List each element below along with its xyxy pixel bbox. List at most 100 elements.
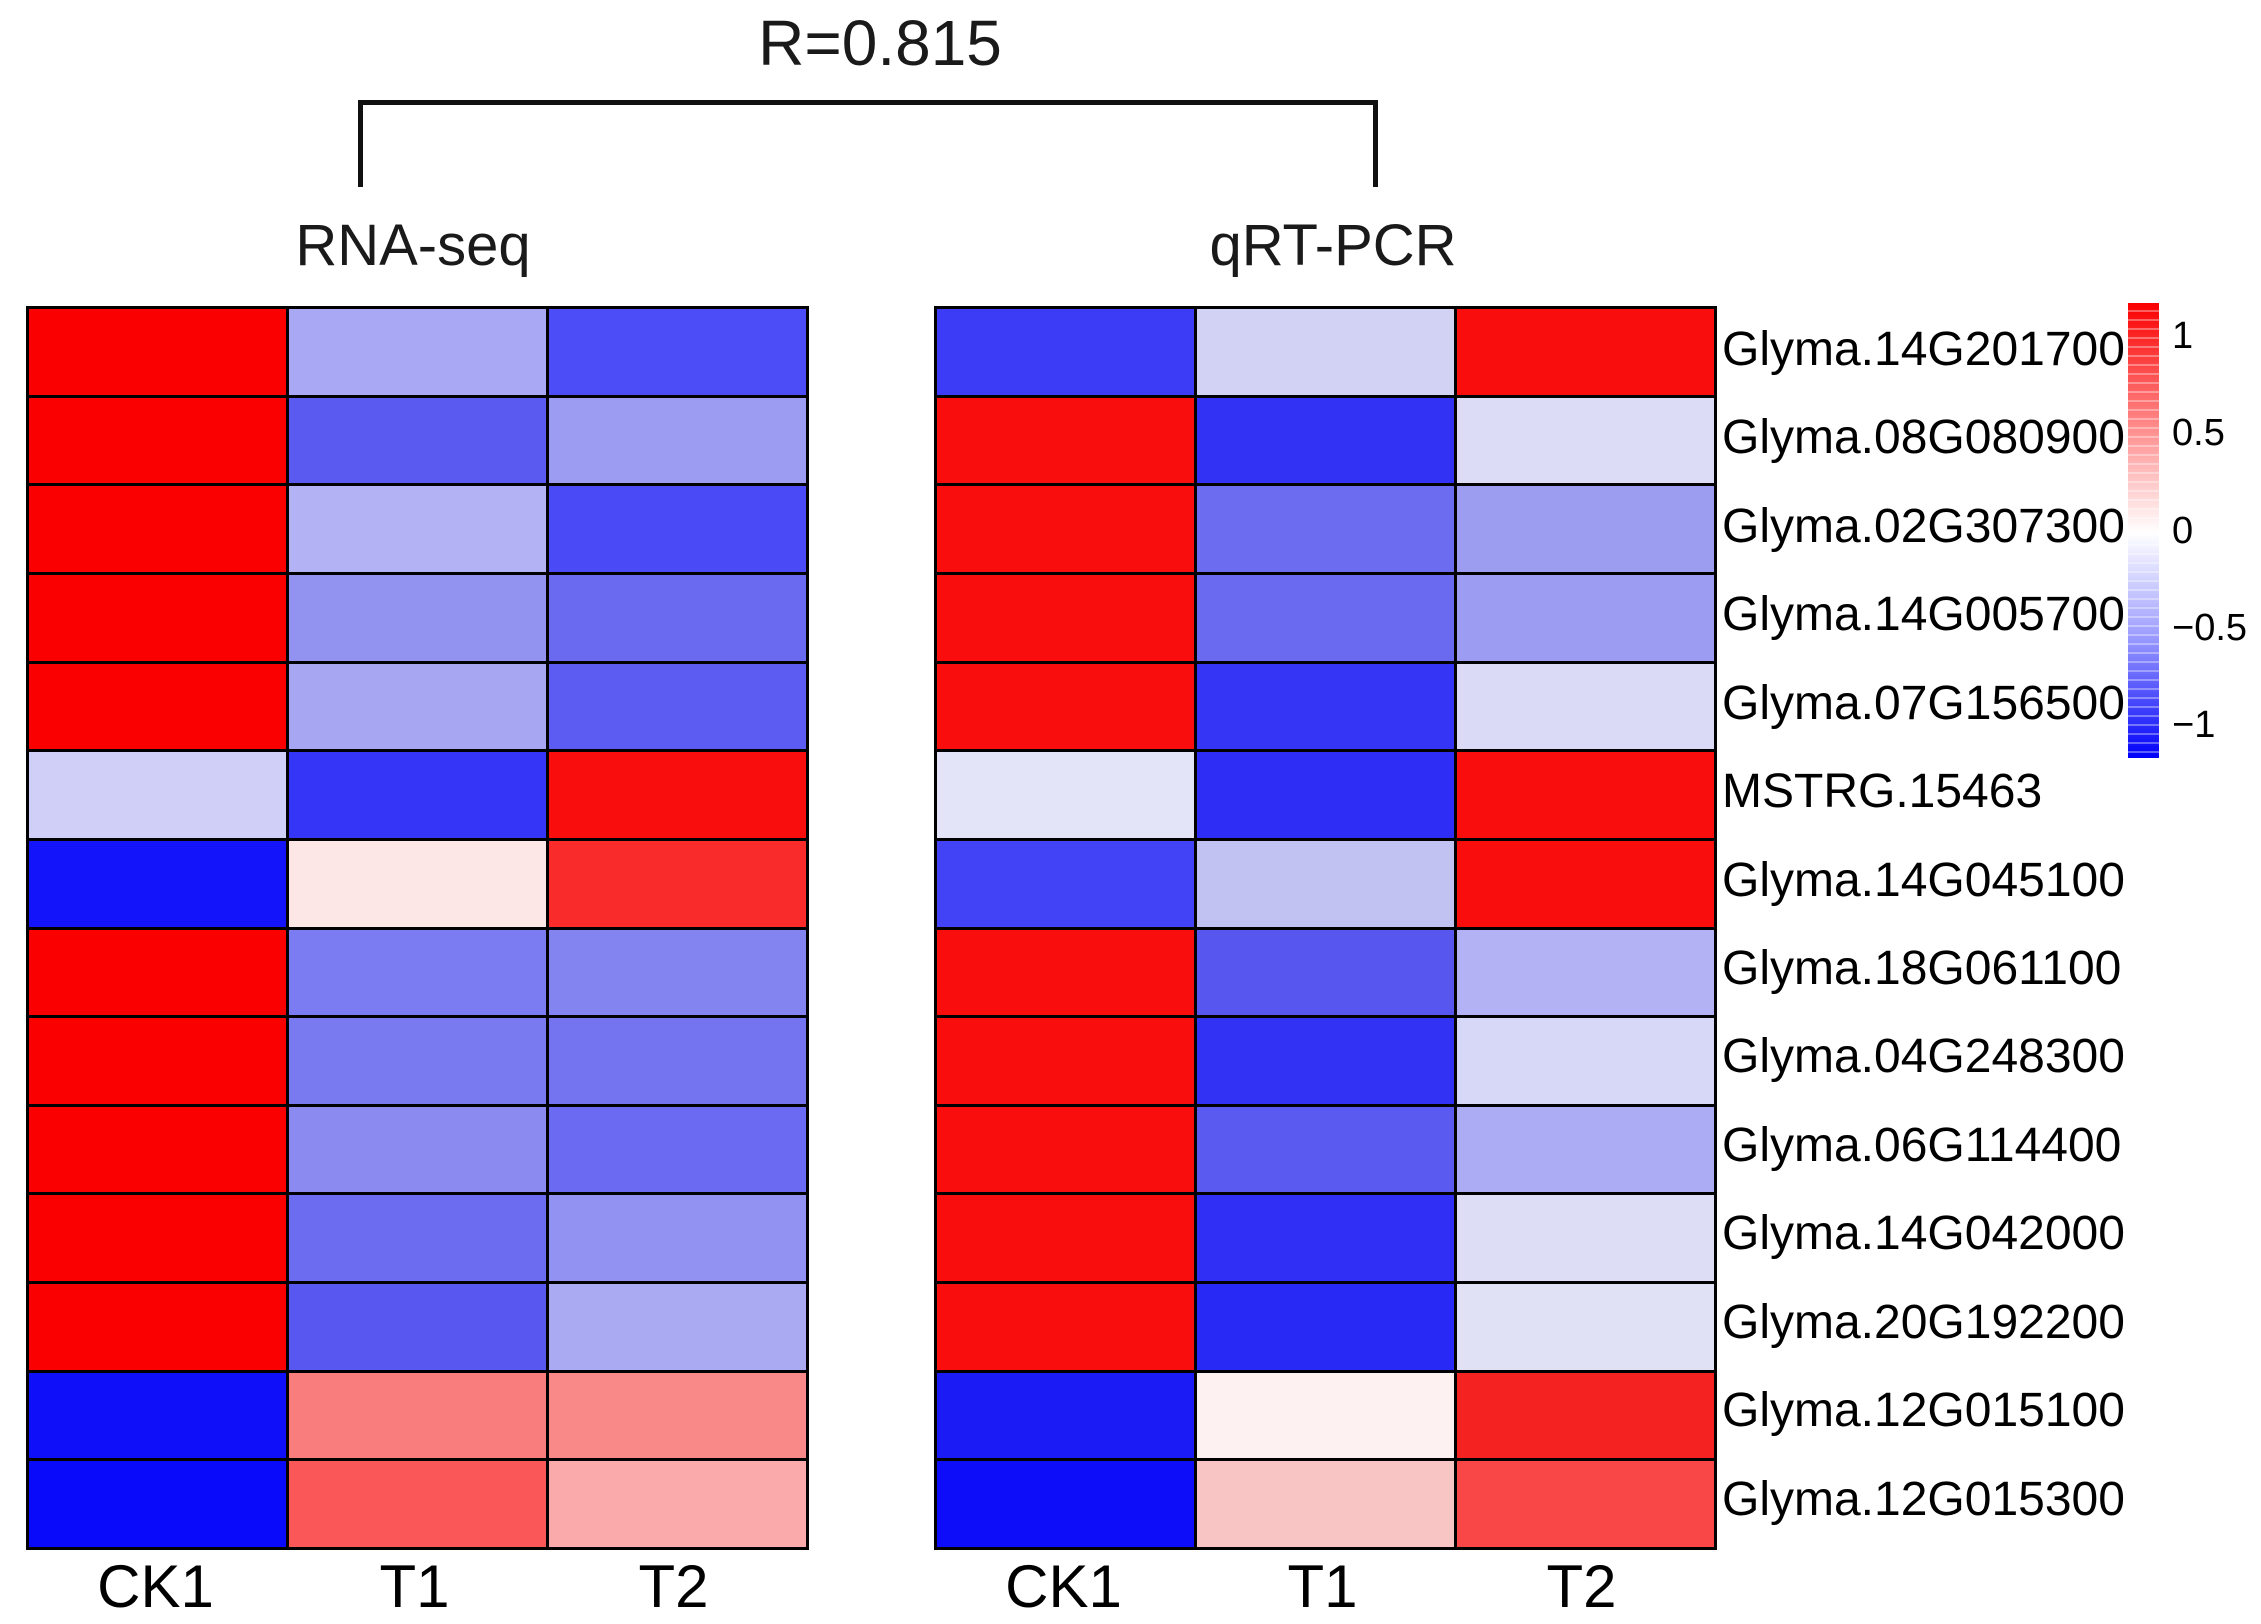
heatmap-cell	[549, 663, 806, 750]
heatmap-cell	[1197, 1372, 1454, 1459]
heatmap-cell	[549, 1106, 806, 1193]
heatmap-cell	[549, 752, 806, 838]
heatmap-cell	[1197, 1106, 1454, 1193]
heatmap-cell	[29, 752, 286, 838]
gene-label: Glyma.18G061100	[1722, 942, 2122, 995]
x-axis-labels-qrt-pcr: CK1 T1 T2	[934, 1552, 1711, 1622]
gene-label: Glyma.08G080900	[1722, 411, 2125, 465]
heatmap-cell	[29, 309, 286, 395]
heatmap-cell	[1197, 486, 1454, 572]
heatmap-cell	[1457, 663, 1714, 750]
heatmap-cell	[1457, 1284, 1714, 1370]
heatmap-cell	[29, 574, 286, 661]
correlation-title: R=0.815	[758, 7, 1002, 79]
heatmap-cell	[1197, 397, 1454, 484]
colorbar-gradient	[2128, 303, 2159, 758]
heatmap-cell	[549, 1461, 806, 1547]
x-axis-label: T1	[1287, 1553, 1358, 1620]
heatmap-cell	[1457, 574, 1714, 661]
heatmap-cell	[289, 1284, 546, 1370]
heatmap-cell	[937, 1461, 1194, 1547]
heatmap-cell	[937, 574, 1194, 661]
heatmap-cell	[937, 663, 1194, 750]
heatmap-cell	[549, 1195, 806, 1282]
gene-row-labels: Glyma.14G201700 Glyma.08G080900 Glyma.02G3…	[1722, 306, 2142, 1544]
heatmap-cell	[289, 574, 546, 661]
heatmap-cell	[1457, 752, 1714, 838]
heatmap-cell	[289, 1372, 546, 1459]
heatmap-cell	[937, 397, 1194, 484]
heatmap-cell	[549, 397, 806, 484]
heatmap-cell	[289, 1106, 546, 1193]
x-axis-label: T2	[1546, 1553, 1617, 1620]
gene-label: Glyma.02G307300	[1722, 499, 2125, 553]
heatmap-cell	[1197, 752, 1454, 838]
heatmap-cell	[1457, 1372, 1714, 1459]
heatmap-cell	[549, 929, 806, 1016]
heatmap-cell	[937, 752, 1194, 838]
heatmap-cell	[289, 486, 546, 572]
panel-label-rna-seq: RNA-seq	[295, 213, 531, 278]
heatmap-cell	[1197, 840, 1454, 927]
heatmap-cell	[937, 309, 1194, 395]
colorbar-tick-label: −1	[2172, 703, 2216, 746]
heatmap-cell	[1457, 1195, 1714, 1282]
heatmap-cell	[937, 1284, 1194, 1370]
heatmap-cell	[289, 1461, 546, 1547]
heatmap-cell	[937, 1106, 1194, 1193]
heatmap-cell	[937, 840, 1194, 927]
x-axis-labels-rna-seq: CK1 T1 T2	[26, 1552, 803, 1622]
panel-label-qrt-pcr: qRT-PCR	[1209, 213, 1457, 278]
heatmap-cell	[1197, 1018, 1454, 1104]
heatmap-cell	[289, 840, 546, 927]
heatmap-cell	[29, 1195, 286, 1282]
heatmap-cell	[549, 1018, 806, 1104]
heatmap-cell	[549, 574, 806, 661]
heatmap-cell	[29, 397, 286, 484]
heatmap-cell	[1197, 574, 1454, 661]
heatmap-cell	[937, 1372, 1194, 1459]
heatmap-cell	[549, 1284, 806, 1370]
heatmap-cell	[1197, 309, 1454, 395]
heatmap-cell	[549, 309, 806, 395]
gene-label: MSTRG.15463	[1722, 765, 2043, 819]
colorbar-tick-label: 1	[2172, 315, 2194, 358]
heatmap-cell	[29, 1461, 286, 1547]
heatmap-cell	[1197, 663, 1454, 750]
colorbar-tick-label: −0.5	[2172, 606, 2248, 649]
heatmap-cell	[1457, 1018, 1714, 1104]
heatmap-cell	[1197, 1195, 1454, 1282]
heatmap-cell	[549, 1372, 806, 1459]
heatmap-cell	[937, 486, 1194, 572]
heatmap-rna-seq	[26, 306, 809, 1550]
heatmap-cell	[1197, 1284, 1454, 1370]
heatmap-cell	[29, 1372, 286, 1459]
colorbar-tick-label: 0.5	[2172, 412, 2225, 455]
heatmap-qrt-pcr	[934, 306, 1717, 1550]
colorbar-tick-label: 0	[2172, 509, 2194, 552]
x-axis-label: CK1	[97, 1553, 214, 1620]
correlation-bracket	[358, 100, 1378, 187]
heatmap-cell	[1457, 309, 1714, 395]
heatmap-cell	[29, 1284, 286, 1370]
gene-label: Glyma.14G045100	[1722, 853, 2125, 907]
x-axis-label: CK1	[1005, 1553, 1122, 1620]
heatmap-cell	[937, 929, 1194, 1016]
heatmap-cell	[29, 486, 286, 572]
heatmap-cell	[289, 929, 546, 1016]
heatmap-cell	[1457, 486, 1714, 572]
colorbar-tick-labels: 1 0.5 0 −0.5 −1	[2172, 303, 2261, 758]
heatmap-cell	[937, 1018, 1194, 1104]
x-axis-label: T1	[379, 1553, 450, 1620]
heatmap-cell	[289, 1195, 546, 1282]
heatmap-cell	[29, 1106, 286, 1193]
heatmap-cell	[937, 1195, 1194, 1282]
heatmap-cell	[549, 840, 806, 927]
heatmap-cell	[1457, 397, 1714, 484]
heatmap-cell	[289, 309, 546, 395]
gene-label: Glyma.04G248300	[1722, 1030, 2125, 1084]
gene-label: Glyma.14G005700	[1722, 588, 2125, 642]
heatmap-cell	[1457, 1106, 1714, 1193]
gene-label: Glyma.12G015100	[1722, 1384, 2125, 1438]
